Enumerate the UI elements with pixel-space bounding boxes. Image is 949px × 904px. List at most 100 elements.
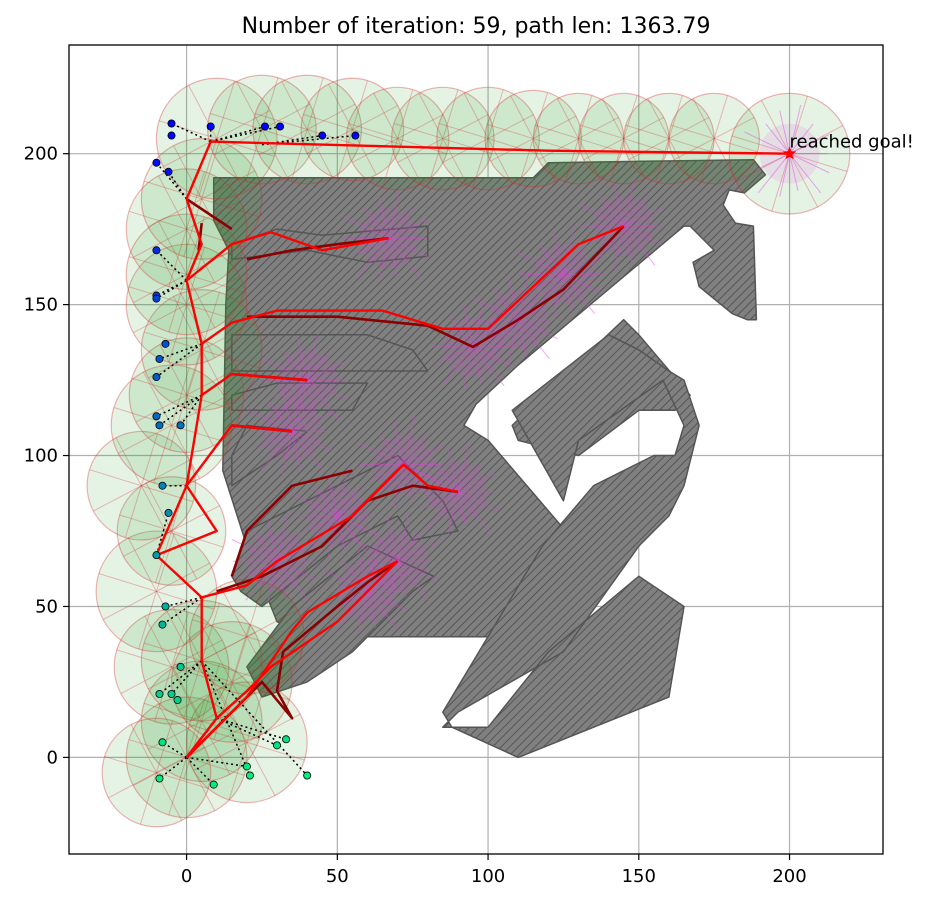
sensor-ray — [532, 138, 557, 182]
sensor-ray — [580, 124, 624, 140]
sensor-disk — [125, 213, 248, 336]
sensor-ray — [397, 89, 414, 139]
tree-node — [167, 131, 176, 140]
sensor-ray — [518, 252, 564, 275]
tree-node — [167, 690, 176, 699]
sensor-ray — [352, 129, 402, 146]
sensor-ray — [397, 512, 410, 562]
sensor-ray — [283, 350, 308, 381]
sensor-ray — [186, 273, 245, 293]
tree-node — [242, 762, 251, 771]
sensor-ray — [668, 138, 691, 179]
sensor-ray — [423, 491, 459, 509]
sensor-disk — [207, 74, 317, 185]
sensor-ray — [291, 431, 324, 471]
sensor-ray — [403, 464, 436, 504]
sensor-ray — [131, 377, 187, 396]
sensor-ray — [127, 537, 157, 592]
best-path — [185, 230, 389, 282]
x-tick-label: 50 — [326, 866, 349, 887]
sensor-ray — [563, 273, 604, 294]
sensor-ray — [556, 98, 579, 139]
sensor-ray — [291, 401, 317, 432]
sensor-ray — [735, 153, 790, 183]
sensor-ray — [472, 138, 489, 188]
sensor-disk — [188, 578, 305, 695]
sensor-circle — [532, 92, 625, 185]
sensor-ray — [623, 138, 646, 179]
sensor-ray — [156, 772, 209, 790]
sensor-ray — [517, 289, 543, 321]
sensor-ray — [517, 319, 559, 340]
tree-edge — [216, 717, 278, 747]
sensor-ray — [623, 177, 636, 227]
tree-node — [276, 122, 285, 131]
sensor-ray — [487, 138, 513, 185]
sensor-ray — [306, 129, 353, 154]
sensor-circle — [207, 74, 317, 185]
sensor-ray — [364, 208, 389, 239]
sensor-ray — [158, 220, 188, 275]
sensor-ray — [119, 514, 172, 532]
sensor-region — [307, 485, 368, 546]
sensor-ray — [562, 274, 573, 312]
sensor-circle — [188, 578, 305, 695]
sensor-ray — [397, 541, 438, 562]
sensor-ray — [216, 138, 246, 193]
sensor-ray — [218, 688, 248, 743]
goal-marker — [782, 146, 797, 160]
sensor-ray — [276, 560, 309, 601]
sensor-circle — [623, 92, 715, 185]
sensor-ray — [229, 636, 248, 692]
sensor-ray — [153, 425, 172, 484]
candidate-path — [185, 197, 233, 231]
sensor-ray — [133, 304, 187, 334]
sensor-ray — [553, 231, 564, 275]
sensor-disk — [668, 92, 760, 185]
sensor-ray — [145, 482, 172, 532]
sensor-ray — [623, 95, 638, 139]
axis-ticks: 0 50 100 150 200 0 50 100 150 200 — [24, 144, 807, 887]
best-path — [155, 198, 218, 759]
best-path — [201, 463, 459, 599]
sensor-ray — [201, 292, 220, 351]
sensor-ray — [201, 170, 256, 200]
sensor-ray — [231, 653, 286, 683]
sensor-ray — [397, 114, 444, 140]
sensor-ray — [623, 138, 668, 153]
sensor-disk — [113, 608, 230, 725]
sensor-ray — [463, 93, 489, 139]
sensor-ray — [487, 123, 534, 140]
sensor-ray — [133, 756, 187, 786]
best-path — [185, 560, 399, 759]
sensor-ray — [228, 742, 248, 801]
sensor-ray — [246, 636, 275, 688]
sensor-ray — [789, 153, 822, 194]
sensor-ray — [472, 298, 485, 347]
sensor-ray — [779, 153, 791, 197]
sensor-ray — [563, 254, 604, 275]
sensor-ray — [533, 115, 577, 140]
tree-edge — [158, 660, 203, 695]
sensor-ray — [128, 739, 187, 758]
sensor-ray — [668, 95, 683, 139]
sensor-ray — [583, 138, 624, 161]
sensor-ray — [143, 702, 202, 722]
tree-edge — [210, 125, 266, 143]
sensor-circle — [95, 530, 218, 653]
sensor-ray — [306, 360, 348, 381]
sensor-ray — [623, 206, 664, 227]
sensor-circle — [252, 74, 363, 185]
best-path — [201, 372, 308, 397]
sensor-ray — [358, 442, 404, 466]
sensor-ray — [343, 216, 389, 239]
tree-edge — [156, 279, 187, 300]
tree-node — [209, 780, 218, 789]
sensor-ray — [231, 539, 278, 562]
sensor-ray — [143, 180, 202, 200]
sensor-ray — [397, 560, 438, 581]
sensor-disk — [484, 89, 583, 188]
sensor-ray — [327, 472, 338, 517]
sensor-ray — [789, 153, 819, 208]
sensor-ray — [303, 113, 353, 131]
